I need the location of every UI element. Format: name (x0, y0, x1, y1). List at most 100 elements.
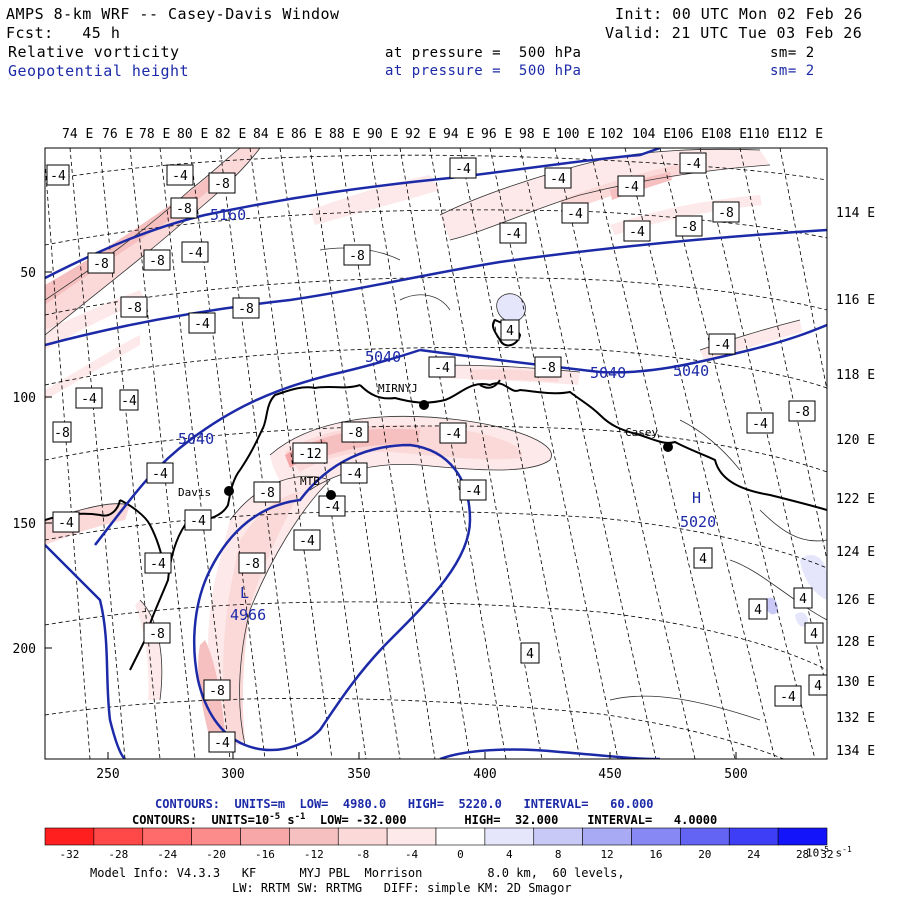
vort-label: -4 (561, 202, 589, 224)
lon-label: 118 E (836, 368, 875, 383)
lon-label: 108 E (708, 127, 747, 142)
vort-label: -8 (143, 622, 171, 644)
vort-label: -4 (144, 552, 172, 574)
vort-label: -8 (52, 421, 72, 443)
vort-label: -4 (617, 175, 645, 197)
svg-text:-4: -4 (629, 225, 645, 240)
lon-label: 90 E (367, 127, 398, 142)
height-label-5040-b: 5040 (590, 364, 626, 382)
vort-label: -8 (534, 356, 562, 378)
height-label-5040-a: 5040 (365, 348, 401, 366)
colorbar-swatch (533, 827, 583, 846)
svg-text:-4: -4 (172, 169, 188, 184)
station-label-casey: Casey (625, 426, 658, 439)
vort-label: -4 (166, 164, 194, 186)
y-tick-label: 50 (20, 266, 36, 281)
svg-text:-4: -4 (434, 361, 450, 376)
vort-label: -4 (46, 164, 70, 186)
svg-text:-4: -4 (299, 534, 315, 549)
svg-text:-8: -8 (149, 627, 165, 642)
station-label-davis: Davis (178, 486, 211, 499)
station-marker-davis (224, 486, 234, 496)
svg-text:-4: -4 (445, 427, 461, 442)
vort-label: -8 (87, 252, 115, 274)
svg-text:-12: -12 (298, 447, 321, 462)
lon-label: 80 E (177, 127, 208, 142)
svg-text:-4: -4 (187, 246, 203, 261)
svg-text:-8: -8 (176, 202, 192, 217)
lon-label: 120 E (836, 433, 875, 448)
colorbar-tick-label: 0 (457, 848, 464, 861)
vort-label: -4 (293, 529, 321, 551)
svg-text:-8: -8 (214, 177, 230, 192)
vort-label: 4 (520, 642, 540, 664)
vort-label: -4 (119, 389, 139, 411)
vort-label: -4 (774, 685, 802, 707)
height-label-5020: 5020 (680, 513, 716, 531)
svg-text:-4: -4 (194, 317, 210, 332)
vort-label: -8 (341, 421, 369, 443)
vorticity-contour-units: CONTOURS: UNITS=10 (132, 813, 270, 827)
colorbar: -32 -28 -24 -20 -16 -12 -8 -4 0 4 8 12 16 20 24 28 32 (44, 827, 834, 861)
svg-text:-4: -4 (152, 467, 168, 482)
svg-text:-4: -4 (714, 338, 730, 353)
field1-name: Relative vorticity (8, 43, 180, 61)
height-contour-high: HIGH= 5220.0 (407, 797, 502, 811)
svg-text:-4: -4 (623, 180, 639, 195)
vort-label: -8 (143, 249, 171, 271)
svg-text:-8: -8 (209, 684, 225, 699)
svg-text:-4: -4 (505, 227, 521, 242)
lon-label: 94 E (443, 127, 474, 142)
lon-label: 96 E (481, 127, 512, 142)
vort-label: -4 (544, 167, 572, 189)
lon-label: 134 E (836, 744, 875, 759)
vort-label: 4 (793, 587, 813, 609)
svg-text:-4: -4 (150, 557, 166, 572)
colorbar-tick-label: 8 (555, 848, 562, 861)
height-contour-interval: INTERVAL= 60.000 (523, 797, 654, 811)
svg-text:-4: -4 (455, 162, 471, 177)
colorbar-unit-exp: -5 (819, 845, 829, 854)
field2-name: Geopotential height (8, 62, 190, 80)
vort-label: -4 (746, 412, 774, 434)
vort-label: 4 (804, 622, 824, 644)
colorbar-swatch (93, 827, 144, 846)
vort-label: -8 (788, 400, 816, 422)
colorbar-swatch (435, 827, 486, 846)
x-tick-label: 350 (347, 767, 370, 782)
svg-text:4: 4 (754, 603, 762, 618)
height-contour-units: CONTOURS: UNITS=m LOW= 4980.0 (155, 797, 387, 811)
lon-label: 116 E (836, 293, 875, 308)
svg-text:-8: -8 (794, 405, 810, 420)
vort-label: -4 (52, 511, 80, 533)
colorbar-swatch (777, 827, 828, 846)
high-center-mark: H (692, 489, 701, 507)
svg-text:-8: -8 (347, 426, 363, 441)
lon-label: 98 E (519, 127, 550, 142)
svg-text:-4: -4 (685, 157, 701, 172)
model-info-line2: LW: RRTM SW: RRTMG DIFF: simple KM: 2D S… (232, 881, 572, 895)
lon-label: 124 E (836, 545, 875, 560)
height-contours (45, 148, 827, 759)
station-label-mirnyj: MIRNYJ (378, 382, 418, 395)
colorbar-tick-label: 4 (506, 848, 513, 861)
colorbar-tick-label: -12 (304, 848, 324, 861)
bottom-x-axis: 250 300 350 400 450 500 (96, 752, 748, 782)
svg-text:-8: -8 (54, 426, 70, 441)
field1-smoothing: sm= 2 (770, 45, 815, 61)
vort-label: -4 (318, 495, 346, 517)
svg-text:-4: -4 (81, 392, 97, 407)
lon-label: 76 E (102, 127, 133, 142)
x-tick-label: 450 (598, 767, 621, 782)
vort-label: 4 (500, 319, 520, 341)
unit-seconds-exponent: -1 (294, 812, 306, 822)
svg-text:-8: -8 (238, 302, 254, 317)
height-contour-info: CONTOURS: UNITS=m LOW= 4980.0 HIGH= 5220… (155, 797, 654, 811)
svg-text:4: 4 (799, 592, 807, 607)
colorbar-swatch (289, 827, 339, 846)
colorbar-swatch (142, 827, 192, 846)
vorticity-contour-low: LOW= -32.000 (305, 813, 407, 827)
left-y-axis: 50 100 150 200 (13, 266, 52, 657)
vort-label: 4 (748, 598, 768, 620)
